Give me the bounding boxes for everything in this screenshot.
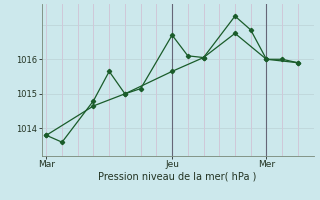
X-axis label: Pression niveau de la mer( hPa ): Pression niveau de la mer( hPa ) bbox=[99, 172, 257, 182]
